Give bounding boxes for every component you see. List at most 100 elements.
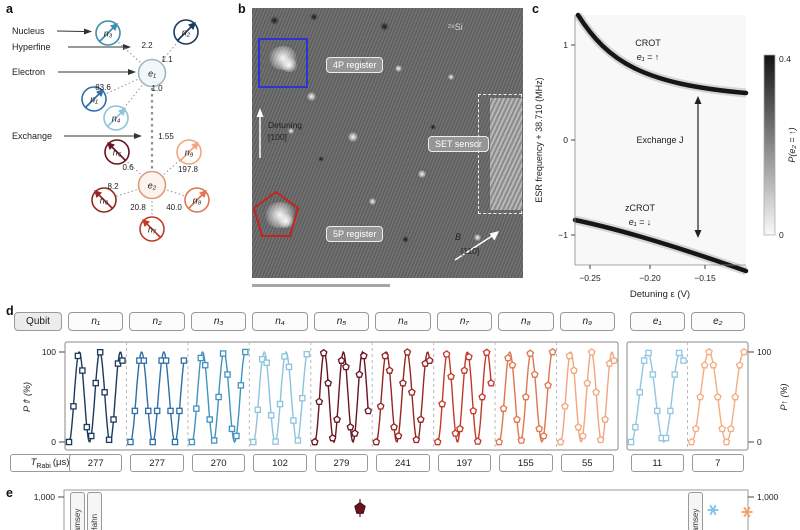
panel-e-label: e [6,486,13,500]
rabi-marker [687,437,696,446]
zcrot-state: e₁ = ↓ [629,217,652,227]
rabi-marker [460,366,469,374]
rabi-marker [119,357,126,364]
rabi-marker [680,357,687,364]
bfield-arrow [454,235,493,261]
trabi-symbol: T [30,456,37,468]
rabi-marker [237,382,245,389]
spin-arrowhead [110,23,118,31]
zcrot-label: zCROT [625,203,655,213]
d-ytick-100-left: 100 [42,347,56,357]
4p-register-outline [258,38,308,88]
ramsey-tag-right: Ramsey [688,492,703,530]
rabi-marker [210,437,218,444]
rabi-marker [342,362,350,371]
rabi-marker [381,351,390,360]
d-axis-ticks [59,351,754,443]
rabi-marker [407,388,416,396]
node-label: n₃ [104,29,113,39]
rabi-marker [610,356,618,364]
d-ytick-0-right: 0 [757,437,762,447]
qubit-tag-n₇: n₇ [436,312,493,331]
rabi-marker [324,378,333,387]
stm-dark-spot [430,124,436,130]
stm-bright-dot [348,132,358,142]
detuning-arrowhead [256,108,264,117]
coupling-n4-e1: 1.0 [151,84,163,93]
stm-dark-spot [270,16,279,25]
node-e2: e₂ [137,170,167,200]
rabi-marker [530,370,539,378]
spin-diagram: Nucleus Hyperfine Electron Exchange n₃ n₂… [12,19,210,242]
rabi-marker [469,406,478,415]
rabi-marker [601,415,609,423]
stm-bright-dot [369,198,376,205]
stm-bright-dot [288,128,294,134]
rabi-marker [167,407,174,415]
rabi-marker [412,435,421,444]
rabi-marker [504,353,512,362]
coupling-n6-e2: 8.2 [107,182,119,191]
rabi-marker [735,361,744,369]
d-ylabel-right: P↑ (%) [779,383,789,410]
rabi-marker [281,353,288,360]
rabi-marker [105,436,113,444]
node-n4: n₄ [103,105,129,131]
y-tick: 1 [563,40,568,50]
5p-register-tag: 5P register [326,226,384,242]
rabi-marker [587,348,596,356]
pentagon-outline [252,190,300,237]
trabi-value-n₄: 102 [253,454,307,472]
rabi-marker [700,361,709,369]
heatmap-background [575,15,746,265]
rabi-marker [645,349,652,357]
stm-image: ²⁸Si 4P register 5P register SET sensor … [252,8,523,278]
y-tick: 0 [563,135,568,145]
rabi-marker [149,438,156,446]
rabi-marker [508,361,517,369]
colorbar-max: 0.4 [779,54,791,64]
qubit-tag-e₁: e₁ [630,312,685,331]
rabi-marker [403,348,412,356]
trabi-sub: Rabi [36,462,51,470]
si28-label: ²⁸Si [448,22,463,32]
rabi-marker [219,350,227,357]
rabi-marker [372,437,381,446]
rabi-curve-n₄ [252,350,308,444]
4p-register-tag: 4P register [326,57,384,73]
bfield-arrowhead [489,231,499,241]
bfield-axis-label: [110] [461,246,479,256]
rabi-marker [188,438,196,446]
node-n9: n₉ [176,139,202,165]
rabi-marker [96,348,104,356]
rabi-marker [565,351,574,360]
e1-coherence-marker [707,504,719,516]
qubit-tag-e₂: e₂ [690,312,745,331]
node-circle [137,58,167,88]
rabi-marker [92,379,99,387]
spin-arrow [106,110,124,128]
rabi-marker [206,416,213,423]
e-ytick-right: 1,000 [757,492,779,502]
rabi-marker [299,394,306,402]
exchange-arrowhead-top [694,96,702,104]
e-ytick-left: 1,000 [34,492,56,502]
spin-arrowhead [118,108,126,116]
rabi-marker [456,424,464,433]
rabi-marker [740,347,748,356]
x-axis-label: Detuning ε (V) [630,289,690,300]
scale-bar [252,284,390,287]
rabi-marker [74,352,82,360]
stm-dark-spot [402,236,409,243]
rabi-marker [722,437,731,446]
rabi-marker [556,437,565,446]
node-n7: n₇ [139,216,165,242]
stm-bright-dot [418,170,426,178]
rabi-marker [233,432,240,440]
stm-dark-spot [380,22,389,31]
coherence-panel: 1,000 1,000 Ramsey Hahn Ramsey [0,484,800,530]
stm-dark-spot [310,13,318,21]
node-label: e₁ [148,69,156,79]
spin-arrow [187,192,205,210]
rabi-marker [478,392,487,401]
